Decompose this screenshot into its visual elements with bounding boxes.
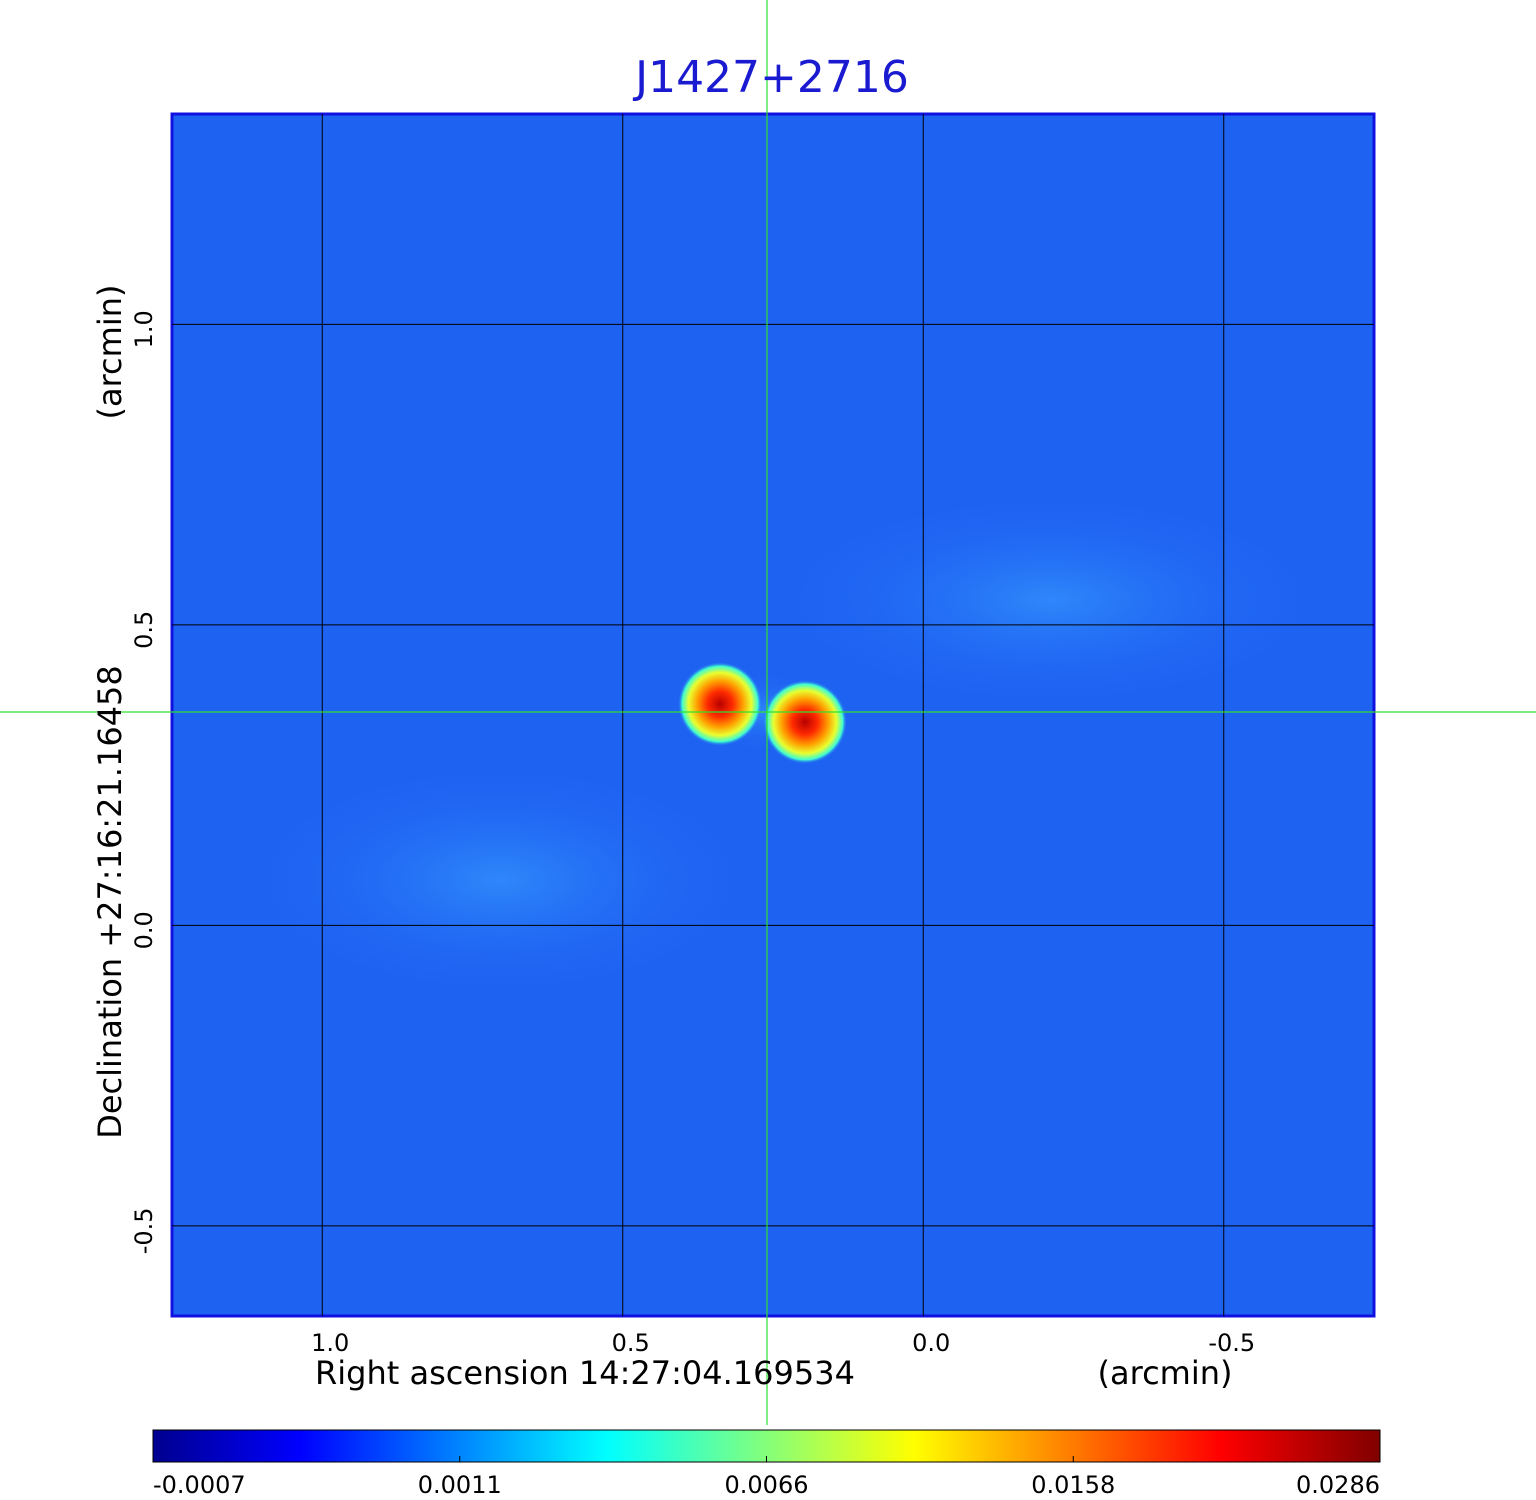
source (678, 662, 762, 746)
source (763, 680, 847, 764)
grid (172, 114, 1374, 1316)
y-axis-unit: (arcmin) (91, 285, 129, 420)
y-axis-label: Declination +27:16:21.16458 (91, 665, 129, 1139)
y-tick-label: -0.5 (130, 1207, 158, 1254)
y-tick-label: 0.5 (130, 611, 158, 649)
chart-title: J1427+2716 (632, 52, 909, 103)
colorbar-tick-label: 0.0066 (725, 1471, 809, 1499)
y-tick-label: 1.0 (130, 310, 158, 348)
y-tick-label: 0.0 (130, 911, 158, 949)
x-tick-label: 1.0 (311, 1329, 349, 1357)
colorbar-tick-label: -0.0007 (153, 1471, 246, 1499)
image-frame (170, 112, 1376, 1318)
diffuse-emission (770, 490, 1330, 710)
x-tick-label: 0.0 (912, 1329, 950, 1357)
x-tick-label: -0.5 (1208, 1329, 1255, 1357)
x-tick-label: 0.5 (612, 1329, 650, 1357)
diffuse-emission (240, 760, 760, 1000)
colorbar-tick-label: 0.0158 (1031, 1471, 1115, 1499)
x-axis-unit: (arcmin) (1098, 1354, 1233, 1392)
colorbar-tick-label: 0.0286 (1296, 1471, 1380, 1499)
image (170, 112, 1376, 1318)
x-axis-label: Right ascension 14:27:04.169534 (315, 1354, 855, 1392)
colorbar-tick-label: 0.0011 (418, 1471, 502, 1499)
